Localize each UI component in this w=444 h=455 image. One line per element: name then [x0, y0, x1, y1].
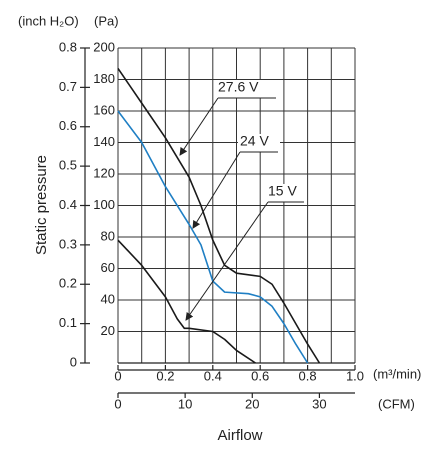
y2-tick-label: 0.7: [59, 79, 77, 94]
y2-label: (inch H₂O): [18, 13, 79, 28]
series-line: [117, 68, 321, 364]
x-tick-label: 1.0: [346, 368, 364, 383]
y-tick-label: 60: [101, 260, 115, 275]
y2-tick-label: 0.5: [59, 158, 77, 173]
x-title: Airflow: [217, 427, 262, 444]
legend-label: 15 V: [268, 183, 297, 199]
y-tick-label: 100: [93, 197, 115, 212]
y-tick-label: 140: [93, 134, 115, 149]
x2-tick-label: 30: [312, 396, 326, 411]
legend-label: 24 V: [240, 133, 269, 149]
legend-label: 27.6 V: [218, 79, 259, 95]
x-tick-label: 0.4: [204, 368, 222, 383]
y2-tick-label: 0.8: [59, 39, 77, 54]
y2-tick-label: 0.3: [59, 236, 77, 251]
y-tick-label: 120: [93, 165, 115, 180]
series-line: [117, 110, 309, 364]
y2-tick-label: 0.6: [59, 118, 77, 133]
label-bg: [238, 134, 280, 152]
y-tick-label: 20: [101, 323, 115, 338]
leader-arrow: [179, 97, 219, 156]
x2-tick-label: 0: [114, 396, 121, 411]
label-bg: [216, 80, 278, 98]
x-tick-label: 0.2: [156, 368, 174, 383]
x2-tick-label: 20: [245, 396, 259, 411]
y2-tick-label: 0: [70, 354, 77, 369]
y-tick-label: 180: [93, 71, 115, 86]
x-tick-label: 0: [114, 368, 121, 383]
y-tick-label: 160: [93, 102, 115, 117]
y2-tick-label: 0.1: [59, 315, 77, 330]
y2-tick-label: 0.4: [59, 197, 77, 212]
y-tick-label: 40: [101, 291, 115, 306]
x2-label: (CFM): [378, 396, 415, 411]
y2-tick-label: 0.2: [59, 276, 77, 291]
label-bg: [266, 184, 306, 202]
x2-tick-label: 10: [178, 396, 192, 411]
x-tick-label: 0.6: [251, 368, 269, 383]
y-tick-label: 80: [101, 228, 115, 243]
series-line: [117, 239, 256, 364]
y-title: Static pressure: [33, 155, 50, 255]
leader-arrow: [185, 201, 269, 321]
leader-arrow: [192, 151, 241, 229]
y-tick-label: 200: [93, 39, 115, 54]
x-tick-label: 0.8: [299, 368, 317, 383]
y-label: (Pa): [94, 13, 119, 28]
x-label: (m³/min): [373, 366, 421, 381]
